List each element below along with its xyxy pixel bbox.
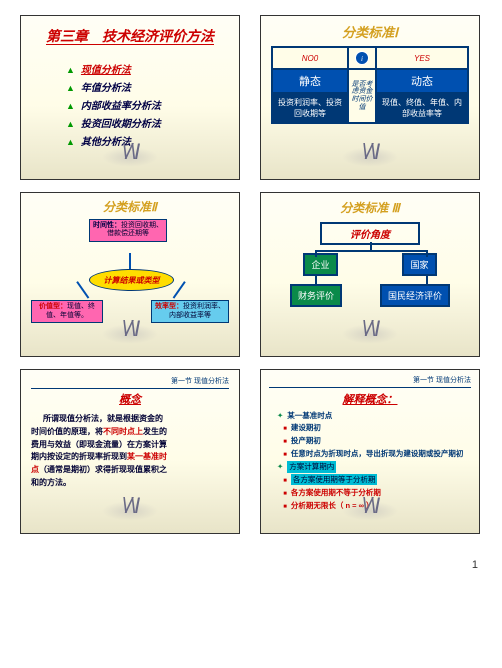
slide-title: 概念	[31, 391, 229, 407]
body-text: 所谓现值分析法，就是根据资金的时间价值的原理，将不同时点上发生的费用与效益（即现…	[31, 413, 229, 490]
slide-title: 第三章 技术经济评价方法	[21, 16, 239, 52]
logo: \/\I	[122, 139, 138, 165]
slide-title: 分类标准 Ⅲ	[271, 199, 469, 216]
logo: \/\I	[122, 316, 138, 342]
classification-table: NO0 i YES 静态 是否考虑资金时间价值 动态 投资利润率、投资回收期等 …	[271, 46, 469, 124]
slide-1: 第三章 技术经济评价方法 ▲现值分析法▲年值分析法▲内部收益率分析法▲投资回收期…	[20, 15, 240, 180]
node-nat-eval: 国民经济评价	[380, 284, 450, 307]
info-cell: i	[348, 47, 376, 69]
logo: \/\I	[122, 493, 138, 519]
yes-cell: YES	[376, 47, 468, 69]
dynamic-desc: 现值、终值、年值、内部收益率等	[376, 93, 468, 123]
node-bottom-left: 价值型：现值、终值、年值等。	[31, 300, 103, 323]
breadcrumb: 第一节 现值分析法	[31, 376, 229, 389]
no-cell: NO0	[272, 47, 348, 69]
slide-title: 解释概念：	[269, 391, 471, 407]
concept-list: ✦某一基准时点 ■建设期初 ■投产期初 ■任意时点为折现时点，导出折现为建设期或…	[269, 410, 471, 512]
logo: \/\I	[362, 316, 378, 342]
page-number: 1	[0, 549, 502, 577]
slide-3: 分类标准Ⅱ 时间性：投资回收期、借款偿还期等 计算结果或类型 价值型：现值、终值…	[20, 192, 240, 357]
node-bottom-right: 效率型：投资利润率、内部收益率等	[151, 300, 229, 323]
dynamic-cell: 动态	[376, 69, 468, 93]
static-cell: 静态	[272, 69, 348, 93]
slide-5: 第一节 现值分析法 概念 所谓现值分析法，就是根据资金的时间价值的原理，将不同时…	[20, 369, 240, 534]
node-fin-eval: 财务评价	[290, 284, 342, 307]
slide-4: 分类标准 Ⅲ 评价角度 企业 国家 财务评价 国民经济评价 \/\I	[260, 192, 480, 357]
slide-1-list: ▲现值分析法▲年值分析法▲内部收益率分析法▲投资回收期分析法▲其他分析法	[21, 52, 239, 148]
node-top: 时间性：投资回收期、借款偿还期等	[89, 219, 167, 242]
logo: \/\I	[362, 139, 378, 165]
logo: \/\I	[362, 493, 378, 519]
tree: 评价角度 企业 国家 财务评价 国民经济评价	[271, 222, 469, 302]
slide-2: 分类标准Ⅰ NO0 i YES 静态 是否考虑资金时间价值 动态 投资利润率、投…	[260, 15, 480, 180]
slide-6: 第一节 现值分析法 解释概念： ✦某一基准时点 ■建设期初 ■投产期初 ■任意时…	[260, 369, 480, 534]
node-center: 计算结果或类型	[89, 269, 174, 291]
mid-label: 是否考虑资金时间价值	[348, 69, 376, 123]
breadcrumb: 第一节 现值分析法	[269, 375, 471, 388]
slide-title: 分类标准Ⅰ	[271, 22, 469, 41]
diagram: 时间性：投资回收期、借款偿还期等 计算结果或类型 价值型：现值、终值、年值等。 …	[29, 219, 231, 337]
slide-title: 分类标准Ⅱ	[29, 198, 231, 215]
static-desc: 投资利润率、投资回收期等	[272, 93, 348, 123]
info-icon: i	[355, 51, 369, 65]
node-enterprise: 企业	[303, 253, 337, 276]
node-nation: 国家	[402, 253, 436, 276]
